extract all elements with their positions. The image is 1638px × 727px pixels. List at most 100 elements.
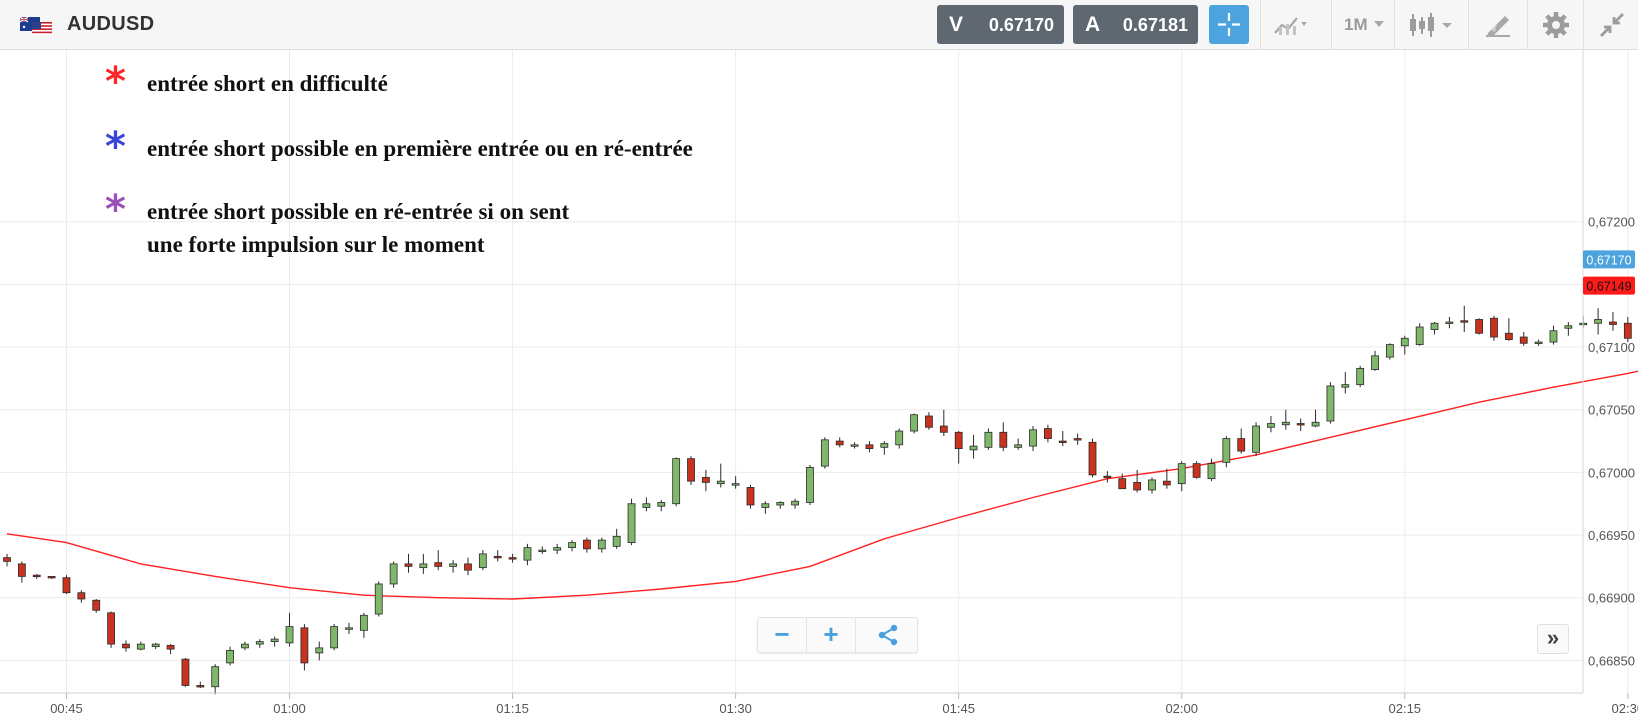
candle-body <box>1148 479 1156 491</box>
x-tick-label: 02:15 <box>1389 701 1422 716</box>
share-button[interactable] <box>868 618 908 652</box>
candle-body <box>1475 319 1484 334</box>
candle-body <box>1088 441 1097 476</box>
candle-body <box>1014 444 1023 448</box>
zoom-out-button[interactable]: − <box>758 618 807 652</box>
settings-button[interactable] <box>1527 0 1583 49</box>
candle-body <box>226 649 234 664</box>
sell-label: V <box>949 13 964 36</box>
candle-body <box>716 480 725 485</box>
candle <box>1029 426 1037 452</box>
sell-price: 0.67170 <box>988 15 1054 35</box>
candle-body <box>315 647 324 654</box>
candle-body <box>389 563 398 585</box>
x-tick-label: 01:30 <box>719 701 752 716</box>
candle <box>1118 473 1127 490</box>
candle-body <box>47 576 56 579</box>
candle <box>1371 350 1379 371</box>
candlestick-button[interactable] <box>1394 0 1468 49</box>
candle <box>627 498 636 546</box>
price-chart[interactable]: * * * 0,66850 0,66900 0,66950 0,67000 0,67050 0… <box>0 50 1638 727</box>
candle <box>969 434 978 459</box>
collapse-arrows-icon <box>1600 13 1624 37</box>
candle <box>538 546 547 554</box>
candle <box>107 611 115 648</box>
crosshair-button[interactable] <box>1209 5 1249 44</box>
scroll-to-end-button[interactable]: » <box>1537 624 1569 654</box>
candle-body <box>1177 463 1186 485</box>
candle <box>1609 311 1617 331</box>
drawing-tools-button[interactable] <box>1468 0 1527 49</box>
candle <box>1445 316 1454 329</box>
sell-price-button[interactable]: V 0.67170 <box>937 5 1064 44</box>
candle <box>1326 382 1335 424</box>
candle <box>523 543 532 566</box>
candle-body <box>107 612 115 645</box>
candle <box>716 463 725 488</box>
candle-body <box>746 487 755 506</box>
candle-body <box>404 563 413 567</box>
candle-body <box>731 483 740 486</box>
candle <box>32 573 41 579</box>
candle-body <box>1252 425 1260 453</box>
timeframe-button[interactable]: 1M <box>1331 0 1394 49</box>
candle <box>196 681 205 688</box>
candle <box>895 428 904 449</box>
chart-type-button[interactable] <box>1260 0 1331 49</box>
candle-body <box>1281 421 1290 426</box>
candle <box>241 641 249 651</box>
purple-star-icon: * <box>105 187 126 233</box>
candle <box>761 501 770 514</box>
candle <box>434 550 443 571</box>
candle-body <box>925 415 933 428</box>
candle-body <box>1460 320 1469 323</box>
candle-body <box>984 431 993 448</box>
candle <box>1415 323 1424 346</box>
candle <box>1267 415 1275 433</box>
candle-body <box>1400 337 1409 347</box>
candle <box>478 550 487 571</box>
candle-body <box>1386 344 1394 358</box>
candle <box>701 469 710 492</box>
y-tick-label: 0,67100 <box>1588 340 1635 355</box>
candle <box>270 636 279 647</box>
candle-body <box>806 466 814 503</box>
candle-body <box>939 425 948 433</box>
candle-body <box>1594 319 1602 324</box>
candle-body <box>419 563 428 569</box>
candle <box>1386 343 1394 360</box>
candle <box>612 528 621 549</box>
candle <box>1430 321 1439 335</box>
candle-body <box>954 431 963 449</box>
candle <box>374 581 383 617</box>
toolbar: AUDUSD V 0.67170 A 0.67181 1M <box>0 0 1638 50</box>
candle-body <box>672 458 681 505</box>
chart-type-icon <box>1274 17 1307 35</box>
buy-price-button[interactable]: A 0.67181 <box>1073 5 1198 44</box>
candle <box>954 431 963 464</box>
candle-body <box>345 627 353 630</box>
candle-body <box>1445 321 1454 324</box>
symbol-label: AUDUSD <box>67 13 155 35</box>
candle-body <box>62 577 71 594</box>
candle <box>404 553 413 573</box>
candle-body <box>835 440 844 446</box>
candle-body <box>1519 336 1528 344</box>
collapse-button[interactable] <box>1583 0 1638 49</box>
candle <box>166 644 175 655</box>
candle <box>464 557 472 576</box>
candle-body <box>1162 480 1171 486</box>
candle-body <box>1133 482 1142 491</box>
x-tick-label: 01:00 <box>273 701 306 716</box>
candle-body <box>791 500 800 506</box>
price-tag-current: 0,67170 <box>1583 250 1635 269</box>
candle-body <box>1534 341 1543 344</box>
candle <box>746 484 755 509</box>
candle <box>1549 325 1558 345</box>
candle-body <box>241 643 249 649</box>
zoom-in-button[interactable]: + <box>807 618 856 652</box>
candle-body <box>761 503 770 508</box>
candle <box>136 641 145 651</box>
candle-body <box>597 539 606 550</box>
candle-body <box>508 557 517 560</box>
